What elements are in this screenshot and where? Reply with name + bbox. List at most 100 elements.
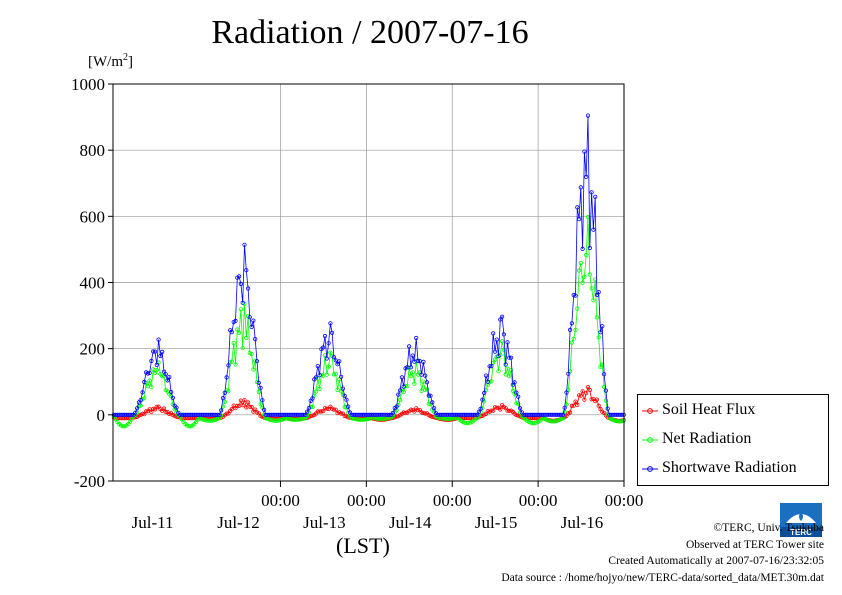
data-point bbox=[507, 408, 512, 413]
credits-block: ©TERC, Univ. Tsukuba Observed at TERC To… bbox=[501, 520, 824, 586]
x-tick-day-label: Jul-16 bbox=[561, 513, 604, 532]
x-tick-time-label: 00:00 bbox=[347, 491, 386, 510]
data-point bbox=[254, 359, 260, 364]
data-point bbox=[430, 400, 435, 405]
data-point bbox=[238, 281, 243, 287]
data-point bbox=[335, 387, 340, 393]
data-point bbox=[149, 384, 154, 390]
data-point bbox=[258, 385, 263, 390]
data-point bbox=[310, 396, 315, 401]
data-point bbox=[161, 406, 167, 411]
data-point bbox=[224, 375, 229, 380]
series-layer bbox=[111, 113, 626, 429]
data-point bbox=[313, 389, 319, 394]
plot-frame bbox=[108, 83, 625, 487]
data-point bbox=[135, 406, 140, 411]
data-point bbox=[596, 403, 601, 408]
data-point bbox=[496, 369, 501, 374]
data-point bbox=[421, 359, 426, 364]
data-point bbox=[423, 387, 428, 392]
data-point bbox=[517, 406, 523, 411]
data-point bbox=[249, 404, 254, 410]
legend-label: Soil Heat Flux bbox=[662, 401, 756, 418]
data-point bbox=[566, 371, 571, 376]
data-point bbox=[494, 337, 499, 342]
data-point bbox=[408, 365, 413, 370]
data-point bbox=[401, 384, 406, 389]
data-point bbox=[605, 406, 610, 411]
data-point bbox=[158, 353, 163, 359]
data-point bbox=[226, 389, 231, 394]
data-point bbox=[242, 398, 247, 403]
data-point bbox=[229, 359, 234, 364]
data-point bbox=[575, 402, 580, 407]
x-axis-ticks: 00:00 00:00 00:00 00:00 00:00 Jul-11 Jul-12 Jul… bbox=[132, 491, 644, 532]
data-point bbox=[390, 410, 396, 415]
plot-area-border bbox=[112, 83, 625, 482]
data-point bbox=[478, 406, 483, 411]
data-point bbox=[251, 367, 256, 372]
data-point bbox=[258, 402, 263, 407]
data-point bbox=[585, 384, 591, 390]
data-point bbox=[340, 386, 345, 391]
data-point bbox=[322, 333, 328, 339]
series-line bbox=[113, 216, 624, 427]
data-point bbox=[328, 321, 333, 326]
data-point bbox=[152, 349, 158, 354]
data-point bbox=[492, 349, 498, 354]
data-point bbox=[496, 353, 501, 359]
data-point bbox=[578, 185, 583, 190]
data-point bbox=[140, 390, 145, 395]
data-point bbox=[410, 353, 415, 358]
data-point bbox=[505, 366, 510, 371]
data-point bbox=[485, 379, 490, 384]
data-point bbox=[401, 389, 406, 395]
data-point bbox=[396, 392, 401, 397]
terc-logo-icon: TERC bbox=[780, 503, 822, 537]
data-point bbox=[324, 356, 329, 361]
data-point bbox=[514, 401, 519, 406]
data-point bbox=[587, 387, 592, 393]
data-point bbox=[246, 400, 251, 405]
data-point bbox=[233, 362, 238, 367]
data-point bbox=[237, 274, 242, 279]
data-point bbox=[338, 411, 344, 416]
data-point bbox=[491, 408, 496, 413]
data-point bbox=[258, 414, 263, 419]
data-point bbox=[156, 337, 161, 342]
y-tick-label: 200 bbox=[80, 340, 106, 359]
data-point bbox=[240, 346, 245, 351]
data-point bbox=[397, 388, 403, 393]
data-point bbox=[338, 374, 344, 379]
data-point bbox=[580, 389, 585, 394]
data-point bbox=[229, 406, 234, 412]
data-point bbox=[324, 406, 329, 411]
data-point bbox=[333, 371, 338, 376]
x-tick-day-label: Jul-11 bbox=[132, 513, 174, 532]
credit-line-source: Data source : /home/hojyo/new/TERC-data/… bbox=[501, 571, 824, 584]
data-point bbox=[219, 408, 224, 413]
data-point bbox=[487, 364, 492, 369]
data-point bbox=[569, 340, 575, 345]
data-point bbox=[423, 411, 428, 416]
data-point bbox=[240, 402, 245, 408]
y-axis-unit-label: [W/m2] bbox=[88, 52, 133, 70]
data-point bbox=[576, 217, 582, 222]
data-point bbox=[567, 410, 573, 415]
data-point bbox=[235, 403, 240, 408]
x-axis-label: (LST) bbox=[336, 533, 390, 558]
data-point bbox=[247, 404, 252, 409]
y-tick-label: -200 bbox=[74, 472, 105, 491]
data-point bbox=[138, 397, 143, 403]
data-point bbox=[584, 390, 589, 396]
data-point bbox=[428, 393, 433, 398]
data-point bbox=[571, 336, 576, 341]
data-point bbox=[591, 227, 596, 232]
data-point bbox=[578, 393, 583, 398]
legend-marker-net-radiation bbox=[642, 437, 658, 443]
data-point bbox=[415, 408, 421, 413]
data-point bbox=[598, 406, 603, 412]
data-point bbox=[587, 272, 592, 277]
legend-item-shortwave-radiation: Shortwave Radiation bbox=[638, 457, 828, 481]
data-point bbox=[160, 374, 165, 379]
